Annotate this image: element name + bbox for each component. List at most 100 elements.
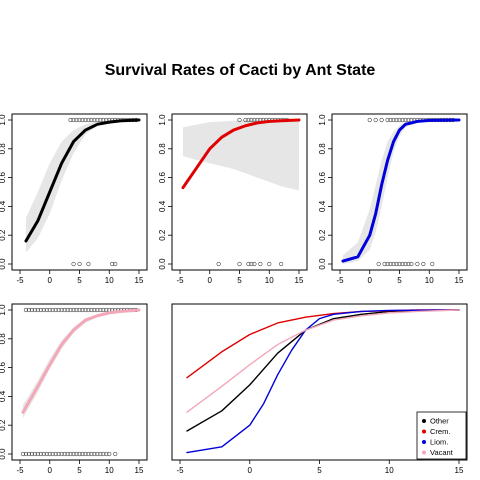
- y-tick-label: 0.4: [0, 200, 7, 212]
- y-tick-label: 0.6: [158, 171, 167, 183]
- y-tick-label: 0.0: [318, 258, 327, 270]
- data-point: [406, 117, 411, 123]
- data-point: [98, 117, 103, 123]
- data-point: [68, 451, 73, 457]
- data-point: [101, 451, 106, 457]
- legend-marker: [422, 429, 426, 434]
- x-tick-label: 10: [105, 466, 114, 475]
- data-point: [382, 261, 387, 267]
- data-point: [74, 117, 79, 123]
- x-tick-label: 0: [248, 466, 253, 475]
- data-point: [83, 451, 88, 457]
- y-tick-label: 0.8: [0, 143, 7, 155]
- data-point: [83, 307, 88, 313]
- y-tick-label: 0.4: [318, 200, 327, 212]
- data-point: [246, 261, 251, 267]
- x-tick-label: -5: [176, 466, 184, 475]
- data-point: [95, 117, 100, 123]
- data-point: [252, 261, 257, 267]
- confidence-band: [22, 310, 140, 418]
- confidence-band: [342, 120, 459, 264]
- x-tick-label: -5: [336, 276, 344, 285]
- x-tick-label: 5: [397, 276, 402, 285]
- confidence-band: [25, 120, 140, 253]
- y-tick-label: 0.0: [158, 258, 167, 270]
- data-point: [237, 261, 242, 267]
- data-point: [29, 307, 35, 313]
- data-point: [74, 451, 79, 457]
- data-point: [77, 261, 82, 267]
- x-tick-label: -5: [16, 466, 24, 475]
- data-point: [243, 117, 248, 123]
- x-tick-label: 10: [385, 466, 394, 475]
- data-point: [110, 261, 115, 267]
- x-tick-label: 15: [135, 466, 144, 475]
- data-point: [89, 307, 94, 313]
- x-tick-label: 0: [48, 466, 53, 475]
- data-point: [391, 117, 396, 123]
- data-point: [279, 261, 284, 267]
- data-point: [83, 117, 88, 123]
- data-point: [53, 307, 58, 313]
- data-point: [74, 307, 79, 313]
- data-point: [92, 451, 97, 457]
- x-tick-label: 10: [105, 276, 114, 285]
- x-tick-label: 15: [295, 276, 304, 285]
- data-point: [95, 307, 100, 313]
- y-tick-label: 1.0: [158, 114, 167, 126]
- y-tick-label: 0.6: [0, 171, 7, 183]
- data-point: [95, 451, 100, 457]
- data-point: [403, 117, 408, 123]
- data-point: [23, 451, 29, 457]
- data-point: [62, 307, 67, 313]
- data-point: [246, 117, 251, 123]
- data-point: [80, 307, 85, 313]
- data-point: [68, 307, 73, 313]
- x-tick-label: 0: [48, 276, 53, 285]
- data-point: [41, 451, 46, 457]
- data-point: [65, 451, 70, 457]
- y-tick-label: 0.0: [0, 448, 7, 460]
- data-point: [38, 307, 43, 313]
- data-point: [26, 451, 32, 457]
- data-point: [62, 451, 67, 457]
- data-point: [267, 261, 272, 267]
- legend-marker: [422, 419, 426, 423]
- data-point: [59, 451, 64, 457]
- data-point: [50, 307, 55, 313]
- data-point: [89, 117, 94, 123]
- series-line-liom: [341, 118, 461, 263]
- y-tick-label: 0.6: [318, 171, 327, 183]
- data-point: [388, 261, 393, 267]
- data-point: [92, 117, 97, 123]
- data-point: [98, 307, 103, 313]
- data-point: [71, 117, 76, 123]
- data-point: [385, 117, 390, 123]
- data-point: [379, 117, 384, 123]
- data-point: [26, 307, 32, 313]
- series-line-other: [24, 118, 141, 243]
- data-point: [38, 451, 43, 457]
- series-line-vacant: [186, 309, 460, 413]
- data-point: [415, 261, 420, 267]
- x-tick-label: 5: [317, 466, 322, 475]
- data-point: [80, 117, 85, 123]
- data-point: [56, 451, 61, 457]
- data-point: [400, 261, 405, 267]
- series-line-crem: [186, 309, 460, 379]
- series-line-vacant: [21, 308, 141, 414]
- legend-marker: [422, 440, 426, 444]
- data-point: [258, 261, 263, 267]
- data-point: [20, 451, 26, 457]
- data-point: [77, 307, 82, 313]
- x-tick-label: 5: [237, 276, 242, 285]
- data-point: [47, 307, 52, 313]
- panel-1: -5 0 5 10 15 0.0 0.2 0.4 0.6 0.8 1.0: [0, 113, 148, 285]
- data-point: [23, 307, 29, 313]
- data-point: [113, 261, 118, 267]
- y-tick-label: 0.2: [0, 229, 7, 241]
- y-tick-label: 0.4: [0, 390, 7, 402]
- y-tick-label: 0.4: [158, 200, 167, 212]
